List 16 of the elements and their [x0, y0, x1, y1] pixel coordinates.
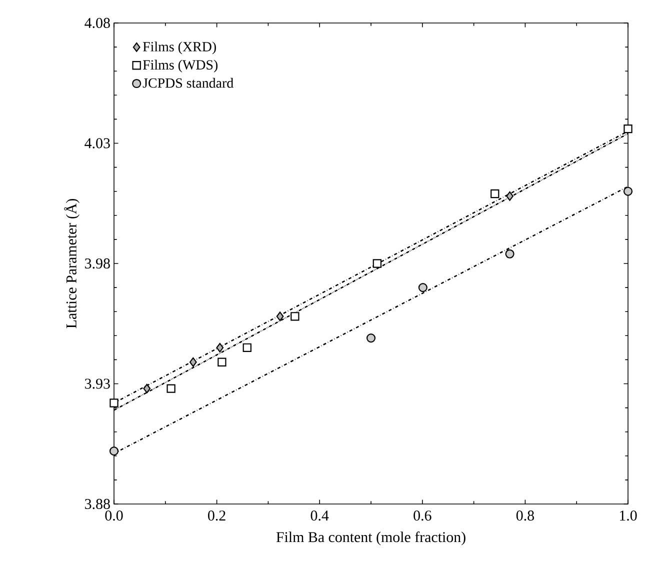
- x-tick-label: 0.2: [208, 510, 226, 521]
- y-tick-label: 3.93: [85, 378, 110, 389]
- x-tick-label: 0.0: [105, 510, 123, 521]
- y-tick-label: 3.88: [85, 498, 110, 510]
- x-tick-label: 0.6: [414, 510, 432, 521]
- y-tick-label: 4.08: [84, 18, 110, 28]
- x-tick-label: 0.4: [310, 510, 329, 521]
- y-tick-label: 3.98: [85, 258, 110, 269]
- x-axis-title: Film Ba content (mole fraction): [276, 532, 466, 546]
- y-tick-label: 4.03: [84, 138, 110, 148]
- legend-label: Films (XRD): [142, 42, 216, 54]
- y-axis-title: Lattice Parameter (Å): [64, 199, 80, 328]
- legend-label: Films (WDS): [142, 60, 218, 72]
- x-tick-label: 1.0: [620, 510, 637, 521]
- legend-label: JCPDS standard: [142, 78, 234, 88]
- x-tick-label: 0.8: [516, 510, 534, 521]
